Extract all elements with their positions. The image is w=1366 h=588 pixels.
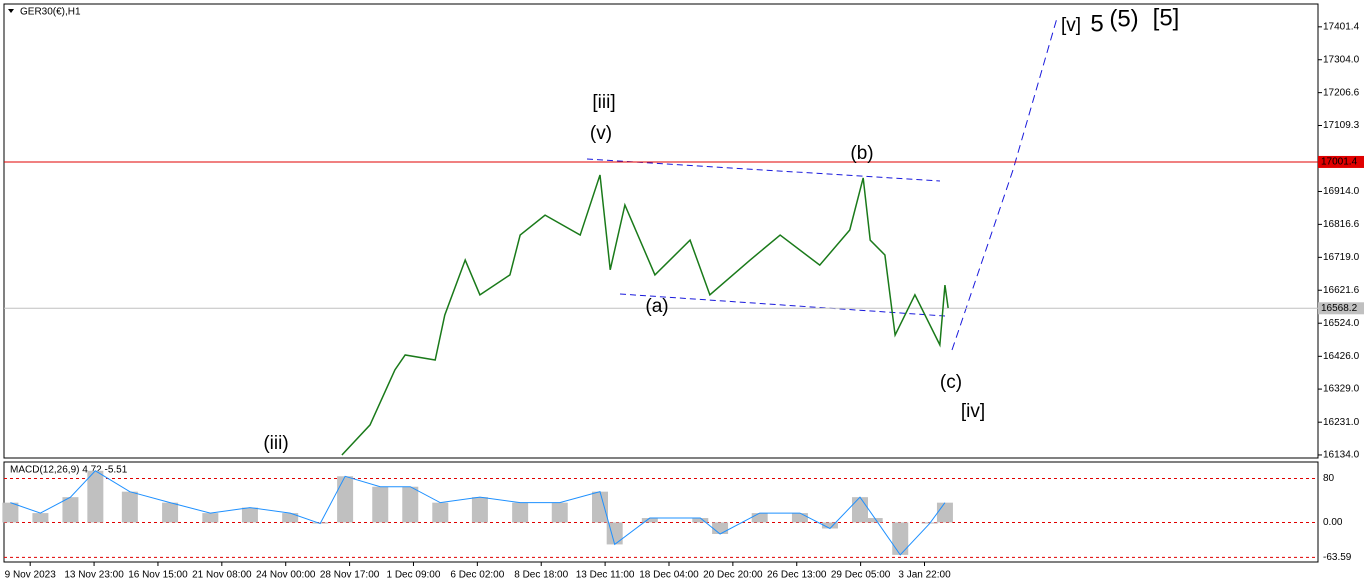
x-tick-label: 18 Dec 04:00: [639, 570, 699, 581]
macd-bar: [2, 502, 19, 523]
wave-label: (iii): [263, 433, 288, 454]
y-tick-label: 17401.4: [1323, 21, 1360, 32]
macd-bar: [791, 513, 808, 523]
y-tick-label: 16231.0: [1323, 417, 1360, 428]
channel-bottom: [619, 293, 946, 317]
x-tick-label: 28 Nov 17:00: [320, 570, 380, 581]
macd-bar: [821, 522, 838, 529]
macd-line: [10, 470, 946, 556]
x-tick-label: 26 Dec 13:00: [767, 570, 827, 581]
wave-label: (v): [590, 123, 612, 144]
macd-bar: [62, 497, 79, 523]
macd-bar: [471, 497, 488, 523]
macd-bar: [551, 502, 568, 523]
x-tick-label: 20 Dec 20:00: [703, 570, 763, 581]
macd-bar: [641, 518, 658, 523]
macd-bar: [402, 486, 419, 523]
y-tick-label: 16914.0: [1323, 186, 1360, 197]
wave-label: [v]: [1061, 15, 1081, 36]
x-tick-label: 3 Jan 22:00: [898, 570, 951, 581]
menu-arrow: [8, 9, 14, 13]
macd-bar: [337, 476, 354, 523]
macd-bar: [892, 522, 909, 555]
macd-bar: [372, 486, 389, 523]
wave-label: [iv]: [961, 401, 985, 422]
price-label: 16568.2: [1321, 303, 1358, 314]
macd-panel: [3, 461, 1319, 563]
y-tick-label: 16426.0: [1323, 351, 1360, 362]
macd-bar: [712, 522, 729, 534]
price-panel: [3, 3, 1319, 459]
macd-bar: [851, 497, 868, 523]
wave-label: (a): [645, 296, 668, 317]
macd-tick-label: -63.59: [1323, 552, 1352, 563]
x-tick-label: 13 Nov 23:00: [64, 570, 124, 581]
macd-bar: [751, 513, 768, 523]
macd-bar: [87, 470, 104, 523]
wave-label: 5: [1090, 10, 1103, 37]
macd-bar: [32, 513, 49, 523]
macd-bar: [282, 513, 299, 523]
y-tick-label: 16816.6: [1323, 219, 1360, 230]
macd-bar: [241, 507, 258, 523]
wave-label: (5): [1109, 5, 1138, 32]
macd-bar: [936, 502, 953, 523]
x-tick-label: 29 Dec 05:00: [831, 570, 891, 581]
wave-label: [iii]: [592, 92, 615, 113]
x-tick-label: 8 Dec 18:00: [514, 570, 568, 581]
x-tick-label: 1 Dec 09:00: [386, 570, 440, 581]
x-tick-label: 6 Dec 02:00: [450, 570, 504, 581]
x-tick-label: 16 Nov 15:00: [128, 570, 188, 581]
y-tick-label: 17206.6: [1323, 87, 1360, 98]
price-line-series: [341, 174, 949, 456]
y-tick-label: 16621.6: [1323, 285, 1360, 296]
macd-bar: [866, 518, 883, 523]
wave-label: [5]: [1153, 4, 1180, 31]
macd-bar: [606, 522, 623, 545]
macd-bar: [692, 518, 709, 523]
x-tick-label: 9 Nov 2023: [5, 570, 57, 581]
symbol-label: GER30(€),H1: [20, 7, 81, 18]
price-label: 17001.4: [1321, 157, 1358, 168]
macd-bar: [432, 502, 449, 523]
y-tick-label: 16134.0: [1323, 450, 1360, 461]
y-tick-label: 16719.0: [1323, 252, 1360, 263]
y-tick-label: 17109.3: [1323, 120, 1360, 131]
macd-bar: [591, 491, 608, 523]
wave-label: (c): [940, 372, 962, 393]
x-tick-label: 13 Dec 11:00: [576, 570, 635, 581]
y-tick-label: 17304.0: [1323, 54, 1360, 65]
x-tick-label: 21 Nov 08:00: [192, 570, 252, 581]
indicator-label: MACD(12,26,9) 4.72 -5.51: [10, 465, 128, 476]
price-label-box: [1318, 302, 1364, 315]
macd-bar: [121, 491, 138, 523]
channel-top: [586, 158, 941, 182]
wave-label: (b): [850, 143, 873, 164]
macd-bar: [202, 513, 219, 523]
y-tick-label: 16524.0: [1323, 318, 1360, 329]
x-tick-label: 24 Nov 00:00: [256, 570, 316, 581]
macd-bar: [512, 502, 529, 523]
macd-tick-label: 80: [1323, 473, 1335, 484]
macd-bar: [162, 502, 179, 523]
price-label-box: [1318, 155, 1364, 168]
y-tick-label: 16329.0: [1323, 384, 1360, 395]
macd-tick-label: 0.00: [1323, 517, 1343, 528]
